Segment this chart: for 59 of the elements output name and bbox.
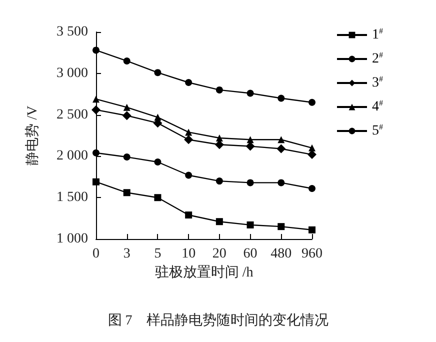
point: [123, 57, 130, 64]
point: [154, 158, 162, 166]
x-tick-label: 10: [182, 246, 196, 262]
x-tick-label: 5: [154, 246, 162, 262]
point: [308, 184, 316, 192]
legend-label: 1#: [372, 26, 383, 42]
point: [185, 172, 192, 179]
point: [123, 154, 130, 161]
y-axis-title: 静电势 /V: [24, 106, 40, 166]
y-tick-label: 1 500: [56, 190, 88, 206]
x-tick-label: 20: [212, 246, 226, 262]
caption: 图 7 样品静电势随时间的变化情况: [108, 312, 328, 328]
point: [246, 90, 254, 97]
point: [308, 144, 316, 152]
point: [185, 211, 192, 218]
point: [216, 218, 223, 226]
point: [216, 134, 223, 142]
point: [278, 136, 285, 144]
point: [308, 226, 316, 234]
x-tick-label: 0: [92, 246, 100, 262]
y-tick-label: 1 000: [56, 232, 88, 246]
point: [185, 79, 192, 86]
point: [185, 128, 192, 136]
x-tick-label: 480: [270, 246, 292, 262]
point: [308, 98, 316, 106]
point: [92, 105, 100, 114]
point: [122, 111, 132, 120]
point: [278, 94, 285, 102]
legend-label: 2#: [372, 50, 383, 66]
point: [92, 96, 100, 103]
point: [278, 179, 285, 186]
point: [184, 135, 194, 144]
y-tick-label: 3 000: [56, 66, 88, 81]
x-tick-label: 3: [123, 246, 130, 262]
point: [216, 86, 223, 94]
legend-label: 4#: [372, 98, 383, 114]
point: [92, 149, 100, 156]
x-axis-title: 驻极放置时间 /h: [154, 264, 254, 280]
x-tick-label: 60: [243, 246, 258, 262]
point: [276, 144, 286, 154]
point: [154, 114, 162, 121]
point: [246, 221, 254, 228]
point: [308, 150, 316, 160]
point: [246, 179, 254, 186]
y-tick-label: 2 500: [56, 107, 88, 122]
point: [92, 46, 100, 54]
point: [92, 178, 100, 186]
point: [154, 194, 162, 202]
point: [154, 69, 162, 76]
legend-label: 3#: [372, 74, 383, 90]
point: [278, 223, 285, 230]
y-tick-label: 2 000: [56, 148, 88, 164]
y-tick-label: 3 500: [56, 24, 88, 40]
legend-label: 5#: [372, 122, 383, 138]
x-tick-label: 960: [302, 246, 322, 262]
point: [246, 136, 254, 144]
point: [123, 104, 130, 111]
point: [123, 189, 130, 196]
point: [216, 178, 223, 185]
